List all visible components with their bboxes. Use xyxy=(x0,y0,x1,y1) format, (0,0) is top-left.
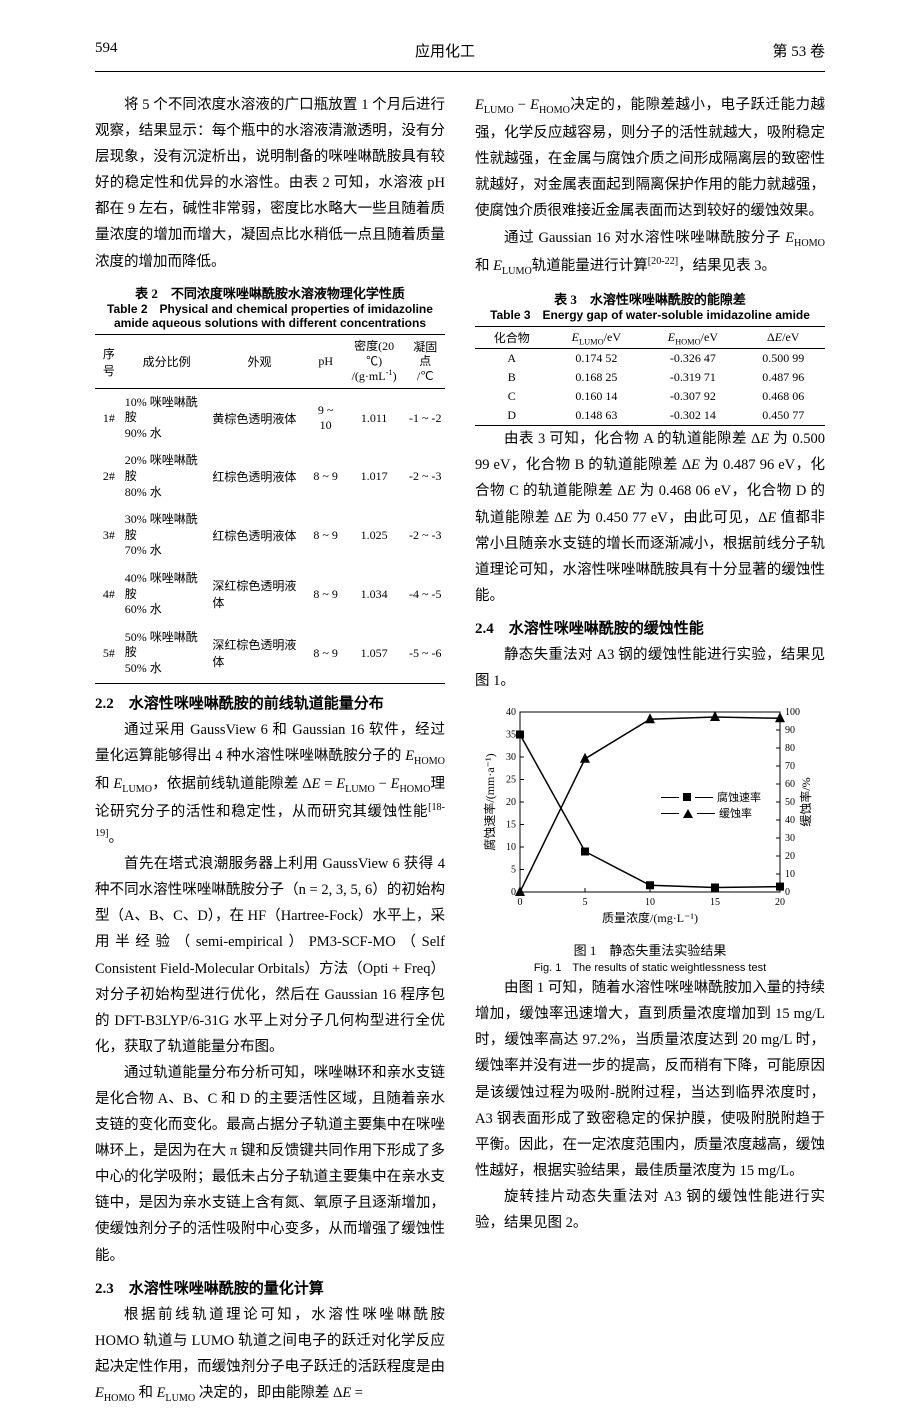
table3: 化合物 ELUMO/eV EHOMO/eV ΔE/eV A0.174 52-0.… xyxy=(475,326,825,426)
table3-caption-cn: 表 3 水溶性咪唑啉酰胺的能隙差 xyxy=(475,289,825,308)
svg-text:30: 30 xyxy=(785,833,795,844)
svg-text:15: 15 xyxy=(506,820,516,831)
svg-text:80: 80 xyxy=(785,743,795,754)
th: 凝固点/℃ xyxy=(405,335,445,388)
legend-label: 腐蚀速率 xyxy=(717,789,761,805)
svg-text:100: 100 xyxy=(785,707,800,718)
paragraph: 由图 1 可知，随着水溶性咪唑啉酰胺加入量的持续增加，缓蚀率迅速增大，直到质量浓… xyxy=(475,975,825,1184)
paragraph: 旋转挂片动态失重法对 A3 钢的缓蚀性能进行实验，结果见图 2。 xyxy=(475,1184,825,1236)
svg-text:10: 10 xyxy=(785,869,795,880)
svg-text:质量浓度/(mg·L⁻¹): 质量浓度/(mg·L⁻¹) xyxy=(602,910,698,925)
paragraph: 通过 Gaussian 16 对水溶性咪唑啉酰胺分子 EHOMO和 ELUMO轨… xyxy=(475,225,825,281)
paragraph: ELUMO − EHOMO决定的，能隙差越小，电子跃迁能力越强，化学反应越容易，… xyxy=(475,92,825,225)
paragraph: 将 5 个不同浓度水溶液的广口瓶放置 1 个月后进行观察，结果显示：每个瓶中的水… xyxy=(95,92,445,275)
paragraph: 静态失重法对 A3 钢的缓蚀性能进行实验，结果见图 1。 xyxy=(475,642,825,694)
table-row: D0.148 63-0.302 140.450 77 xyxy=(475,406,825,426)
table-row: 3#30% 咪唑啉酰胺70% 水红棕色透明液体8 ~ 91.025-2 ~ -3 xyxy=(95,506,445,565)
svg-text:40: 40 xyxy=(506,707,516,718)
section-heading-2-4: 2.4 水溶性咪唑啉酰胺的缓蚀性能 xyxy=(475,617,825,638)
paragraph: 首先在塔式浪潮服务器上利用 GaussView 6 获得 4 种不同水溶性咪唑啉… xyxy=(95,851,445,1060)
svg-text:0: 0 xyxy=(518,897,523,908)
table-row: 2#20% 咪唑啉酰胺80% 水红棕色透明液体8 ~ 91.017-2 ~ -3 xyxy=(95,447,445,506)
left-column: 将 5 个不同浓度水溶液的广口瓶放置 1 个月后进行观察，结果显示：每个瓶中的水… xyxy=(95,92,445,1408)
page-header: 594 应用化工 第 53 卷 xyxy=(95,0,825,72)
svg-text:10: 10 xyxy=(645,897,655,908)
svg-text:90: 90 xyxy=(785,725,795,736)
svg-text:20: 20 xyxy=(506,797,516,808)
table3-caption-en: Table 3 Energy gap of water-soluble imid… xyxy=(475,308,825,322)
svg-text:50: 50 xyxy=(785,797,795,808)
svg-text:70: 70 xyxy=(785,761,795,772)
svg-text:20: 20 xyxy=(775,897,785,908)
right-column: ELUMO − EHOMO决定的，能隙差越小，电子跃迁能力越强，化学反应越容易，… xyxy=(475,92,825,1408)
svg-text:25: 25 xyxy=(506,775,516,786)
th: pH xyxy=(309,335,343,388)
page-number: 594 xyxy=(95,40,118,61)
table-row: 1#10% 咪唑啉酰胺90% 水黄棕色透明液体9 ~ 101.011-1 ~ -… xyxy=(95,388,445,447)
legend-label: 缓蚀率 xyxy=(719,805,752,821)
section-heading-2-3: 2.3 水溶性咪唑啉酰胺的量化计算 xyxy=(95,1277,445,1298)
svg-text:腐蚀速率/(mm·a⁻¹): 腐蚀速率/(mm·a⁻¹) xyxy=(482,753,497,850)
th: 外观 xyxy=(210,335,308,388)
journal-title: 应用化工 xyxy=(415,40,475,61)
th: ELUMO/eV xyxy=(548,327,644,349)
volume-label: 第 53 卷 xyxy=(772,40,825,61)
table2-caption-en: Table 2 Physical and chemical properties… xyxy=(95,302,445,331)
th: ΔE/eV xyxy=(742,327,826,349)
svg-text:0: 0 xyxy=(785,887,790,898)
paragraph: 通过采用 GaussView 6 和 Gaussian 16 软件，经过量化运算… xyxy=(95,717,445,852)
th: 序号 xyxy=(95,335,123,388)
svg-text:0: 0 xyxy=(511,887,516,898)
figure1-chart: 0 5 10 15 20 25 30 35 40 0 10 20 30 40 xyxy=(480,702,820,932)
svg-text:5: 5 xyxy=(511,865,516,876)
svg-text:10: 10 xyxy=(506,842,516,853)
two-column-layout: 将 5 个不同浓度水溶液的广口瓶放置 1 个月后进行观察，结果显示：每个瓶中的水… xyxy=(0,92,920,1408)
table2: 序号 成分比例 外观 pH 密度(20 ℃)/(g·mL-1) 凝固点/℃ 1#… xyxy=(95,334,445,683)
table-row: 4#40% 咪唑啉酰胺60% 水深红棕色透明液体8 ~ 91.034-4 ~ -… xyxy=(95,565,445,624)
th: EHOMO/eV xyxy=(644,327,741,349)
svg-text:60: 60 xyxy=(785,779,795,790)
paragraph: 根据前线轨道理论可知，水溶性咪唑啉酰胺 HOMO 轨道与 LUMO 轨道之间电子… xyxy=(95,1302,445,1408)
th: 成分比例 xyxy=(123,335,211,388)
th: 密度(20 ℃)/(g·mL-1) xyxy=(343,335,406,388)
chart-legend: 腐蚀速率 缓蚀率 xyxy=(657,787,765,823)
section-heading-2-2: 2.2 水溶性咪唑啉酰胺的前线轨道能量分布 xyxy=(95,692,445,713)
svg-text:缓蚀率/%: 缓蚀率/% xyxy=(798,777,813,826)
paragraph: 通过轨道能量分布分析可知，咪唑啉环和亲水支链是化合物 A、B、C 和 D 的主要… xyxy=(95,1060,445,1269)
table-row: A0.174 52-0.326 470.500 99 xyxy=(475,349,825,369)
svg-text:20: 20 xyxy=(785,851,795,862)
svg-text:5: 5 xyxy=(583,897,588,908)
table-row: B0.168 25-0.319 710.487 96 xyxy=(475,368,825,387)
chart-svg: 0 5 10 15 20 25 30 35 40 0 10 20 30 40 xyxy=(480,702,820,932)
table-row: 5#50% 咪唑啉酰胺50% 水深红棕色透明液体8 ~ 91.057-5 ~ -… xyxy=(95,624,445,683)
paragraph: 由表 3 可知，化合物 A 的轨道能隙差 ΔE 为 0.500 99 eV，化合… xyxy=(475,426,825,609)
svg-text:40: 40 xyxy=(785,815,795,826)
fig1-caption-cn: 图 1 静态失重法实验结果 xyxy=(475,940,825,959)
table2-caption-cn: 表 2 不同浓度咪唑啉酰胺水溶液物理化学性质 xyxy=(95,283,445,302)
th: 化合物 xyxy=(475,327,548,349)
fig1-caption-en: Fig. 1 The results of static weightlessn… xyxy=(475,959,825,975)
svg-text:30: 30 xyxy=(506,752,516,763)
svg-text:35: 35 xyxy=(506,730,516,741)
svg-text:15: 15 xyxy=(710,897,720,908)
table-row: C0.160 14-0.307 920.468 06 xyxy=(475,387,825,406)
